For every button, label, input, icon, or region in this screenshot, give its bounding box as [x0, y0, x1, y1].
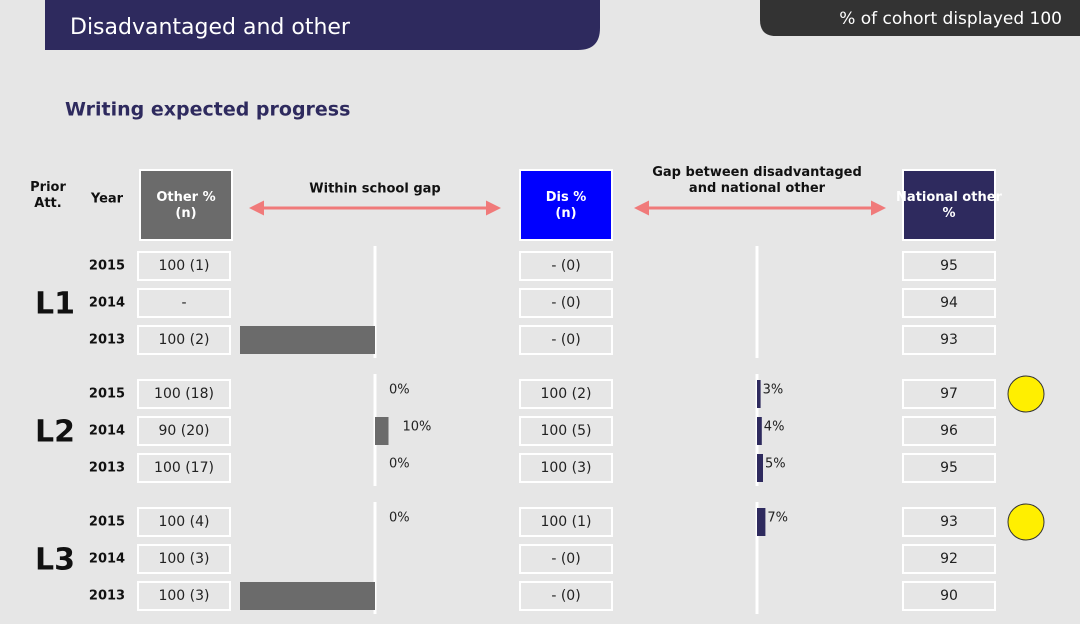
other-cell: 100 (2): [158, 332, 209, 348]
other-cell: 100 (1): [158, 258, 209, 274]
flag: [1007, 503, 1045, 541]
year: 2015: [89, 387, 125, 402]
national-gap-label: 5%: [765, 457, 786, 472]
dis-cell: - (0): [551, 332, 580, 348]
year: 2013: [89, 589, 125, 604]
other-cell-box: [137, 416, 231, 446]
dis-cell: - (0): [551, 258, 580, 274]
national-cell-box: [902, 325, 996, 355]
col-other-box: [139, 169, 233, 241]
col-within: Within school gap: [309, 182, 440, 197]
year: 2014: [89, 424, 125, 439]
national-cell-box: [902, 288, 996, 318]
within-gap-bar: [240, 326, 375, 354]
cohort: % of cohort displayed 100: [839, 9, 1062, 29]
dis-cell-box: [519, 453, 613, 483]
col-dis-box: [519, 169, 613, 241]
other-cell: 100 (3): [158, 588, 209, 604]
col-national-box: [902, 169, 996, 241]
dis-cell-box: [519, 251, 613, 281]
national-gap-label: 3%: [763, 383, 784, 398]
national-gap-bar: [757, 508, 766, 536]
other-cell-box: [137, 581, 231, 611]
header-title: Disadvantaged and other: [70, 15, 351, 40]
national-cell-box: [902, 453, 996, 483]
year: 2013: [89, 461, 125, 476]
national-cell: 96: [940, 423, 958, 439]
national-cell-box: [902, 416, 996, 446]
dis-cell-box: [519, 325, 613, 355]
dis-cell-box: [519, 416, 613, 446]
year: 2014: [89, 552, 125, 567]
dis-cell-box: [519, 507, 613, 537]
within-gap-bar: [375, 417, 389, 445]
year: 2015: [89, 515, 125, 530]
national-cell: 92: [940, 551, 958, 567]
dis-cell: - (0): [551, 588, 580, 604]
national-cell-box: [902, 544, 996, 574]
other-cell: 90 (20): [158, 423, 209, 439]
other-cell: 100 (17): [154, 460, 214, 476]
other-cell: 100 (3): [158, 551, 209, 567]
header-bar: [45, 0, 600, 50]
year: 2013: [89, 333, 125, 348]
national-gap-bar: [757, 454, 763, 482]
within-gap-label: 0%: [389, 457, 410, 472]
dis-cell: - (0): [551, 551, 580, 567]
flag: [1007, 375, 1045, 413]
col-gap: Gap between disadvantaged and national ot…: [652, 165, 862, 196]
national-cell-box: [902, 379, 996, 409]
other-cell-box: [137, 379, 231, 409]
within-gap-label: 0%: [389, 383, 410, 398]
col-other: Other % (n): [156, 190, 215, 221]
national-cell: 95: [940, 258, 958, 274]
section-title: Writing expected progress: [65, 99, 350, 121]
col-prior: Prior Att.: [30, 180, 66, 211]
dis-cell: - (0): [551, 295, 580, 311]
col-national: National other%: [896, 190, 1002, 221]
cohort-tab: [760, 0, 1080, 36]
year: 2015: [89, 259, 125, 274]
national-gap-label: 7%: [767, 511, 788, 526]
dis-cell: 100 (1): [540, 514, 591, 530]
national-gap-bar: [757, 380, 761, 408]
year: 2014: [89, 296, 125, 311]
other-cell: -: [181, 295, 186, 311]
dis-cell-box: [519, 544, 613, 574]
national-cell: 93: [940, 514, 958, 530]
group-label: L3: [35, 543, 75, 578]
national-cell: 90: [940, 588, 958, 604]
national-cell-box: [902, 251, 996, 281]
national-cell-box: [902, 581, 996, 611]
other-cell: 100 (4): [158, 514, 209, 530]
other-cell-box: [137, 288, 231, 318]
dis-cell-box: [519, 581, 613, 611]
national-cell: 97: [940, 386, 958, 402]
other-cell-box: [137, 453, 231, 483]
national-gap-bar: [757, 417, 762, 445]
national-cell: 95: [940, 460, 958, 476]
other-cell: 100 (18): [154, 386, 214, 402]
within-gap-label: 0%: [389, 511, 410, 526]
group-label: L2: [35, 415, 75, 450]
national-cell: 93: [940, 332, 958, 348]
other-cell-box: [137, 544, 231, 574]
other-cell-box: [137, 507, 231, 537]
national-gap-label: 4%: [764, 420, 785, 435]
group-label: L1: [35, 287, 75, 322]
dis-cell-box: [519, 379, 613, 409]
dis-cell-box: [519, 288, 613, 318]
within-gap-label: 10%: [403, 420, 432, 435]
within-gap-bar: [240, 582, 375, 610]
col-dis: Dis % (n): [546, 190, 587, 221]
dis-cell: 100 (5): [540, 423, 591, 439]
national-cell-box: [902, 507, 996, 537]
other-cell-box: [137, 325, 231, 355]
national-cell: 94: [940, 295, 958, 311]
dis-cell: 100 (3): [540, 460, 591, 476]
dis-cell: 100 (2): [540, 386, 591, 402]
col-year: Year: [90, 192, 124, 207]
other-cell-box: [137, 251, 231, 281]
